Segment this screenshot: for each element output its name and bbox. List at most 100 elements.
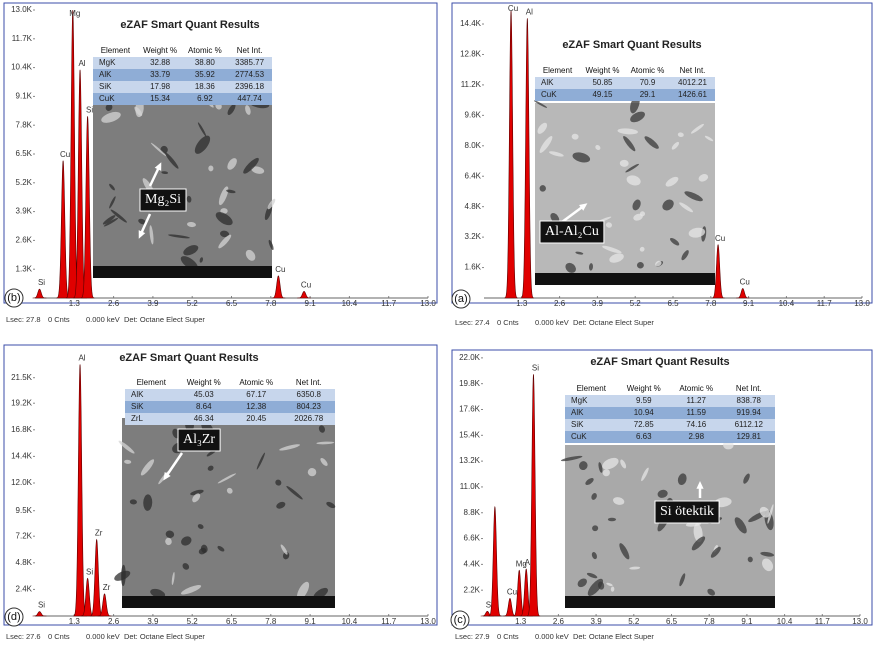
y-tick-label: 1.3K [16, 264, 33, 273]
x-tick-label: 5.2 [187, 299, 199, 308]
y-tick-label: 4.8K [465, 202, 482, 211]
x-tick-label: 9.1 [743, 299, 755, 308]
table-cell: CuK [571, 432, 587, 441]
peak-label: Si [86, 567, 93, 576]
table-cell: CuK [541, 90, 557, 99]
table-cell: 4012.21 [678, 78, 707, 87]
status-text: 0.000 keV [535, 632, 569, 641]
table-header: Weight % [585, 66, 619, 75]
table-cell: 46.34 [194, 414, 215, 423]
status-text: 0 Cnts [48, 315, 70, 324]
x-tick-label: 13.0 [852, 617, 868, 626]
peak-label: Cu [508, 4, 518, 13]
image-label: Si ötektik [660, 504, 714, 519]
x-tick-label: 1.3 [69, 299, 81, 308]
status-text: 0.000 keV [86, 632, 120, 641]
table-cell: AlK [571, 408, 584, 417]
peak-label: Si [86, 105, 93, 114]
table-cell: 15.34 [150, 94, 171, 103]
peak-label: Si [38, 278, 45, 287]
y-tick-label: 2.2K [464, 585, 481, 594]
table-cell: 38.80 [195, 58, 216, 67]
table-cell: 6.63 [636, 432, 652, 441]
sem-image [122, 418, 335, 608]
table-cell: 35.92 [195, 70, 216, 79]
x-tick-label: 1.3 [69, 617, 81, 626]
y-tick-label: 1.6K [465, 263, 482, 272]
table-cell: 49.15 [592, 90, 613, 99]
table-cell: 6350.8 [297, 390, 322, 399]
y-tick-label: 9.6K [465, 110, 482, 119]
image-label: Mg₂Si [145, 192, 181, 207]
x-tick-label: 7.8 [265, 617, 277, 626]
table-cell: 129.81 [737, 432, 762, 441]
image-label: Al₃Zr [183, 432, 215, 447]
microstructure [608, 518, 616, 521]
y-tick-label: 16.8K [11, 425, 33, 434]
y-tick-label: 8.8K [464, 508, 481, 517]
x-tick-label: 11.7 [817, 299, 833, 308]
table-cell: 2.98 [688, 432, 704, 441]
status-text: 0.000 keV [86, 315, 120, 324]
x-tick-label: 3.9 [592, 299, 604, 308]
x-tick-label: 2.6 [554, 299, 566, 308]
x-tick-label: 10.4 [342, 299, 358, 308]
status-text: 0.000 keV [535, 318, 569, 327]
panel-label: (b) [7, 292, 20, 304]
y-tick-label: 13.0K [11, 5, 33, 14]
x-tick-label: 5.2 [630, 299, 642, 308]
y-tick-label: 2.6K [16, 236, 33, 245]
y-tick-label: 11.7K [12, 34, 33, 43]
y-tick-label: 9.5K [16, 506, 33, 515]
table-cell: MgK [99, 58, 116, 67]
table-cell: AlK [131, 390, 144, 399]
y-tick-label: 11.0K [460, 482, 481, 491]
panel-label: (a) [454, 293, 467, 305]
y-tick-label: 6.6K [464, 534, 481, 543]
table-cell: 50.85 [592, 78, 613, 87]
panel-title: eZAF Smart Quant Results [562, 39, 701, 51]
x-tick-label: 11.7 [381, 617, 397, 626]
sem-info-bar [565, 596, 775, 608]
x-tick-label: 11.7 [815, 617, 831, 626]
peak-label: Zr [103, 583, 111, 592]
peak-label: Si [38, 601, 45, 610]
table-cell: 6.92 [197, 94, 213, 103]
y-tick-label: 2.4K [16, 585, 33, 594]
peak-label: Cu [507, 588, 517, 597]
x-tick-label: 5.2 [187, 617, 199, 626]
peak-label: Zr [95, 529, 103, 538]
table-cell: ZrL [131, 414, 144, 423]
x-tick-label: 9.1 [741, 617, 753, 626]
status-text: Lsec: 27.4 [455, 318, 490, 327]
y-tick-label: 6.4K [465, 171, 482, 180]
x-tick-label: 3.9 [591, 617, 603, 626]
table-cell: 20.45 [246, 414, 267, 423]
table-cell: 33.79 [150, 70, 171, 79]
x-tick-label: 11.7 [381, 299, 397, 308]
y-tick-label: 12.0K [11, 478, 33, 487]
image-label: Al-Al₂Cu [545, 224, 599, 239]
sem-info-bar [535, 273, 715, 285]
y-tick-label: 10.4K [11, 63, 33, 72]
table-cell: MgK [571, 396, 588, 405]
table-cell: AlK [99, 70, 112, 79]
figure: 1.3K2.6K3.9K5.2K6.5K7.8K9.1K10.4K11.7K13… [0, 0, 877, 649]
table-cell: 18.36 [195, 82, 216, 91]
peak-label: Cu [275, 265, 285, 274]
y-tick-label: 19.8K [459, 379, 481, 388]
status-text: Lsec: 27.9 [455, 632, 490, 641]
x-tick-label: 2.6 [553, 617, 565, 626]
panel-title: eZAF Smart Quant Results [590, 356, 729, 368]
x-tick-label: 10.4 [342, 617, 358, 626]
y-tick-label: 19.2K [11, 398, 33, 407]
table-header: Weight % [143, 46, 177, 55]
x-tick-label: 10.4 [777, 617, 793, 626]
table-header: Weight % [187, 378, 221, 387]
y-tick-label: 13.2K [459, 456, 481, 465]
table-cell: 70.9 [640, 78, 656, 87]
table-cell: 838.78 [737, 396, 762, 405]
table-cell: 2026.78 [294, 414, 323, 423]
y-tick-label: 9.1K [16, 92, 33, 101]
peak-label: Mg [69, 9, 80, 18]
